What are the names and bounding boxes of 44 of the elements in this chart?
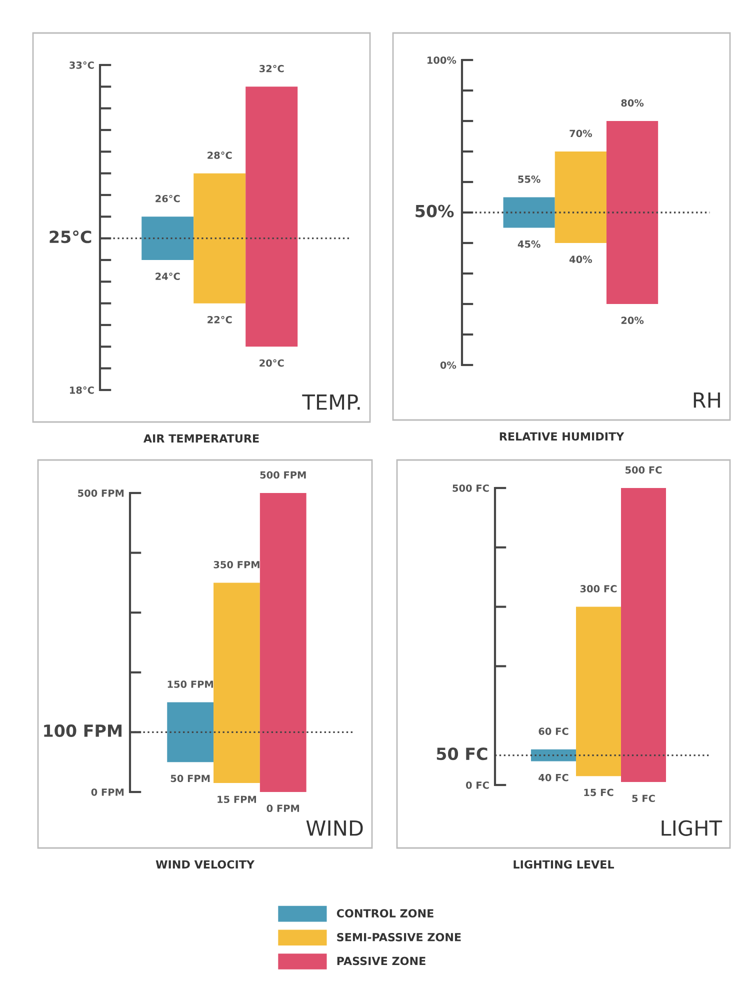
legend-label: SEMI-PASSIVE ZONE: [337, 932, 461, 942]
text: WIND: [306, 820, 363, 836]
annotation: 24°C: [156, 272, 180, 280]
text: AIR TEMPERATURE: [143, 434, 259, 443]
ref-line-label: 100 FPM: [44, 724, 122, 738]
y-tick-label: 33°C: [70, 61, 94, 69]
text: WIND VELOCITY: [156, 860, 255, 869]
annotation: 350 FPM: [214, 560, 260, 568]
ref-line-label: 25°C: [50, 230, 92, 244]
annotation: 80%: [621, 99, 644, 107]
ref-line-label: 50 FC: [436, 748, 488, 760]
annotation: 55%: [518, 176, 540, 183]
y-tick-label: 0 FC: [466, 781, 489, 789]
annotation: 150 FPM: [168, 680, 213, 688]
annotation: 40%: [569, 256, 592, 264]
text: RH: [694, 392, 720, 408]
text: LIGHT: [662, 820, 722, 836]
annotation: 70%: [570, 130, 592, 138]
y-tick-label: 100%: [428, 56, 456, 64]
annotation: 20%: [621, 316, 644, 324]
annotation: 15 FC: [584, 788, 614, 796]
annotation: 32°C: [259, 64, 284, 72]
y-tick-label: 18°C: [70, 386, 94, 394]
annotation: 0 FPM: [266, 804, 300, 812]
annotation: 40 FC: [538, 774, 568, 782]
annotation: 26°C: [156, 194, 180, 202]
y-tick-label: 0%: [440, 361, 456, 369]
text: LIGHTING LEVEL: [514, 860, 614, 869]
annotation: 500 FPM: [260, 471, 306, 479]
annotation: 5 FC: [632, 794, 655, 802]
text: TEMP.: [302, 394, 360, 410]
annotation: 28°C: [208, 152, 232, 159]
annotation: 45%: [518, 240, 540, 248]
annotation: 60 FC: [538, 728, 568, 735]
annotation: 300 FC: [580, 585, 617, 592]
annotation: 20°C: [260, 359, 284, 367]
ref-line-label: 50%: [416, 204, 454, 218]
annotation: 500 FC: [626, 466, 662, 474]
annotation: 50 FPM: [170, 774, 210, 782]
text: RELATIVE HUMIDITY: [500, 432, 624, 441]
legend-label: CONTROL ZONE: [336, 909, 434, 918]
legend-label: PASSIVE ZONE: [337, 956, 426, 966]
annotation: 15 FPM: [218, 796, 256, 804]
annotation: 22°C: [208, 316, 232, 324]
